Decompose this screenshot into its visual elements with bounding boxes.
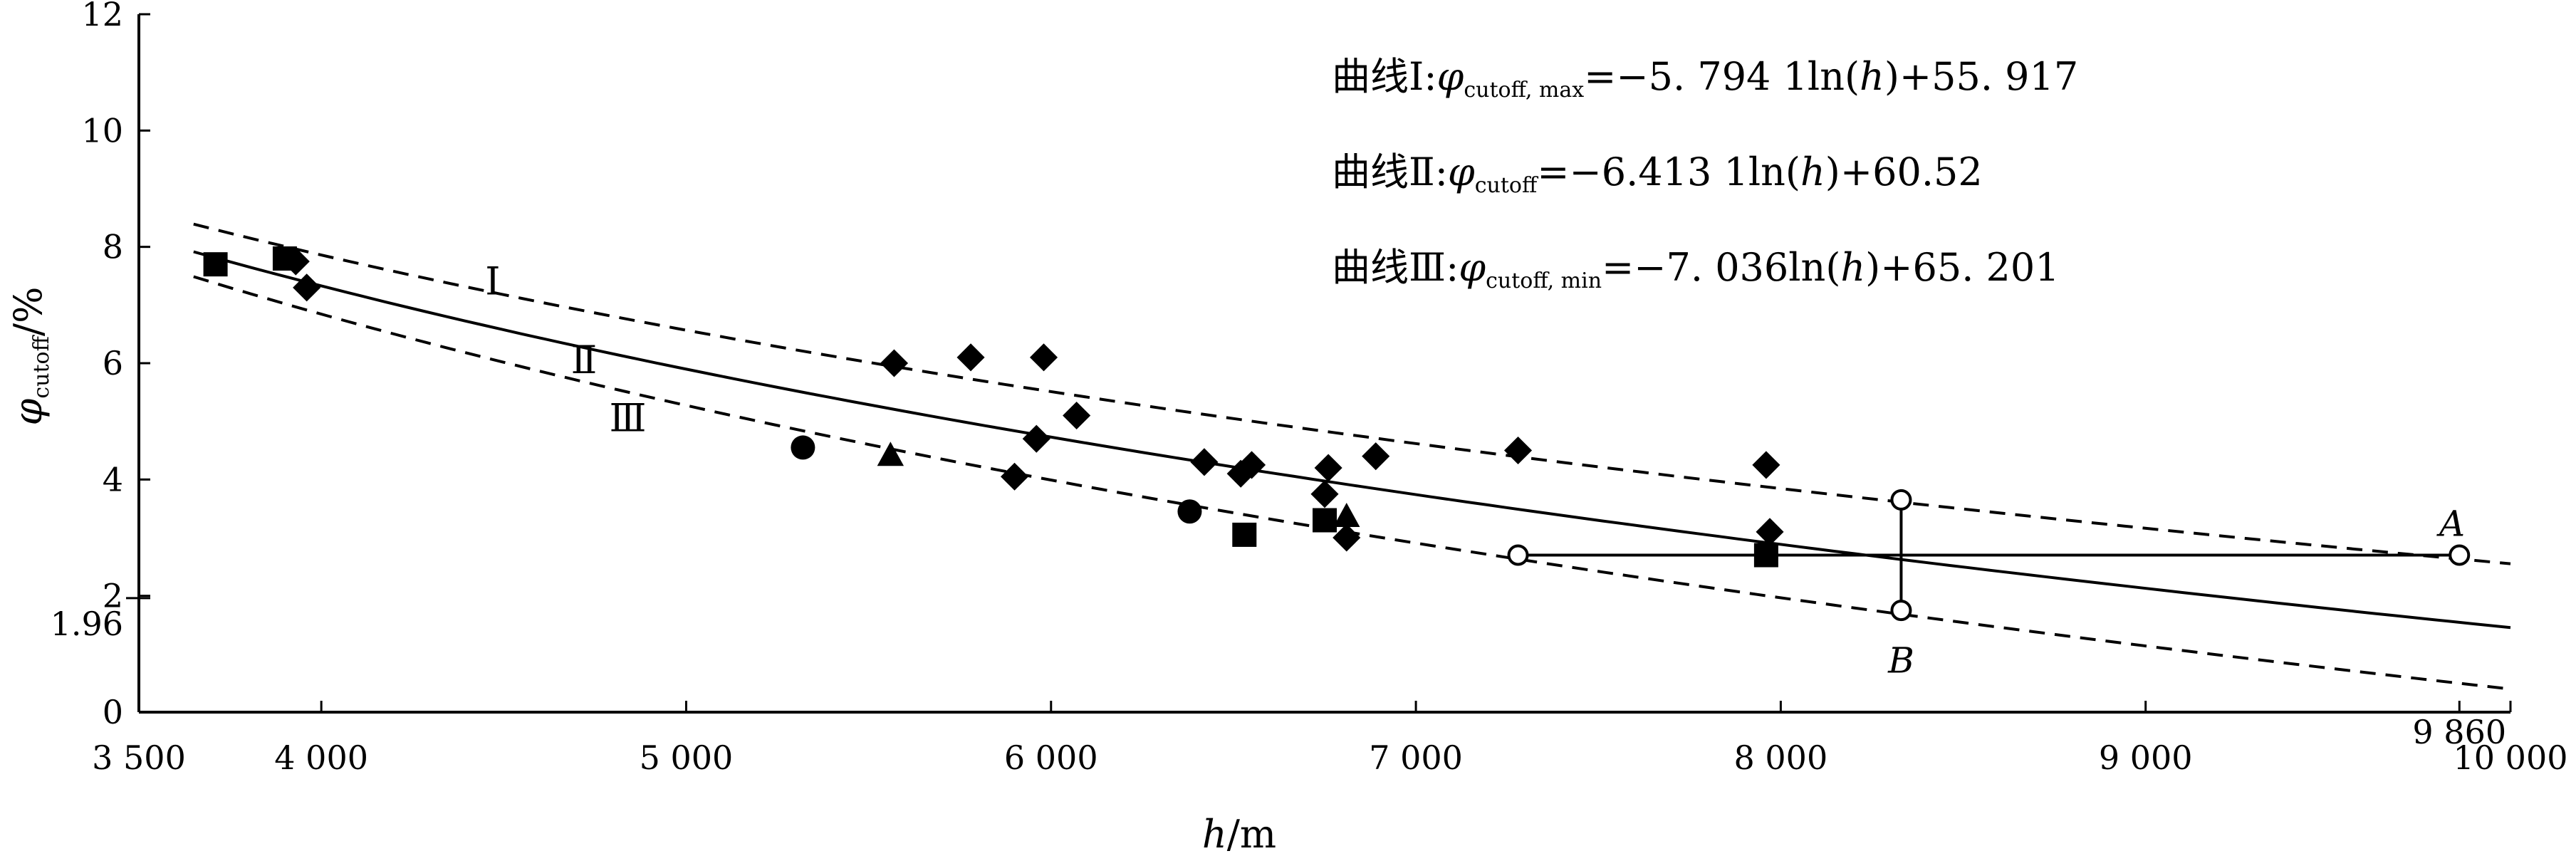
equation-2: 曲线Ⅱ:φcutoff=−6.413 1ln(h)+60.52: [1332, 150, 1983, 198]
open-circle-point: [1890, 600, 1912, 622]
y-tick-label: 10: [81, 111, 123, 150]
x-tick-label: 6 000: [1004, 738, 1098, 777]
equation-1: 曲线Ⅰ:φcutoff, max=−5. 794 1ln(h)+55. 917: [1332, 54, 2078, 103]
open-circle-point: [1507, 544, 1529, 566]
diamond-point: [1000, 462, 1029, 491]
data-markers: [203, 246, 2471, 622]
diamond-point: [1237, 451, 1266, 479]
curve-I: [193, 222, 2511, 565]
diamond-point: [1029, 343, 1058, 372]
curves: [193, 222, 2511, 691]
diamond-point: [956, 343, 985, 372]
diamond-point: [293, 273, 321, 302]
diamond-point: [1314, 454, 1342, 482]
x-tick-label: 7 000: [1369, 738, 1463, 777]
y-tick-label: 8: [103, 228, 123, 266]
y-tick-label: 12: [81, 0, 123, 33]
y-tick-label: 2: [103, 577, 123, 615]
diamond-point: [1752, 451, 1780, 479]
triangle-point: [1333, 503, 1360, 528]
diamond-point: [1362, 442, 1390, 471]
equations: 曲线Ⅰ:φcutoff, max=−5. 794 1ln(h)+55. 917 …: [1332, 54, 2078, 293]
x-tick-label: 9 000: [2099, 738, 2193, 777]
square-point: [1753, 543, 1778, 568]
curve-label: Ⅱ: [571, 338, 598, 382]
x-tick-label: 4 000: [274, 738, 368, 777]
equation-3: 曲线Ⅲ:φcutoff, min=−7. 036ln(h)+65. 201: [1332, 245, 2060, 293]
reference-lines: [1518, 499, 2460, 611]
point-label-A: A: [2436, 503, 2465, 545]
y-tick-label: 4: [103, 460, 123, 499]
diamond-point: [1310, 480, 1339, 508]
x-tick-label-extra: 9 860: [2412, 713, 2506, 751]
y-tick-label-extra: 1.96: [51, 605, 123, 643]
point-label-B: B: [1887, 640, 1914, 682]
open-circle-point: [1890, 489, 1912, 511]
square-point: [1313, 508, 1337, 533]
x-tick-label: 10 000: [2454, 738, 2568, 777]
y-tick-label: 0: [103, 693, 123, 731]
diamond-point: [1022, 424, 1050, 453]
diamond-point: [880, 349, 909, 377]
square-point: [1232, 522, 1257, 547]
triangle-point: [877, 442, 904, 466]
curve-II: [193, 250, 2511, 630]
square-point: [272, 246, 297, 271]
diamond-point: [1503, 436, 1533, 465]
curve-label: Ⅰ: [485, 259, 500, 304]
diamond-point: [1190, 448, 1219, 476]
curve-label: Ⅲ: [609, 396, 646, 441]
x-axis-title: h/m: [1202, 812, 1276, 856]
open-circle-point: [2449, 544, 2471, 566]
x-tick-label: 3 500: [92, 738, 186, 777]
square-point: [203, 252, 228, 277]
x-tick-label: 8 000: [1734, 738, 1828, 777]
diamond-point: [1756, 518, 1784, 546]
axes: 3 500 4 000 5 000 6 000 7 000 8 000 9 000 10 00…: [51, 0, 2568, 777]
circle-point: [1177, 499, 1202, 524]
y-tick-label: 6: [103, 344, 123, 382]
diamond-point: [1333, 523, 1361, 552]
circle-point: [791, 435, 815, 460]
y-axis-title: φcutoff/%: [6, 287, 54, 426]
diamond-point: [1063, 401, 1091, 430]
x-tick-label: 5 000: [640, 738, 734, 777]
